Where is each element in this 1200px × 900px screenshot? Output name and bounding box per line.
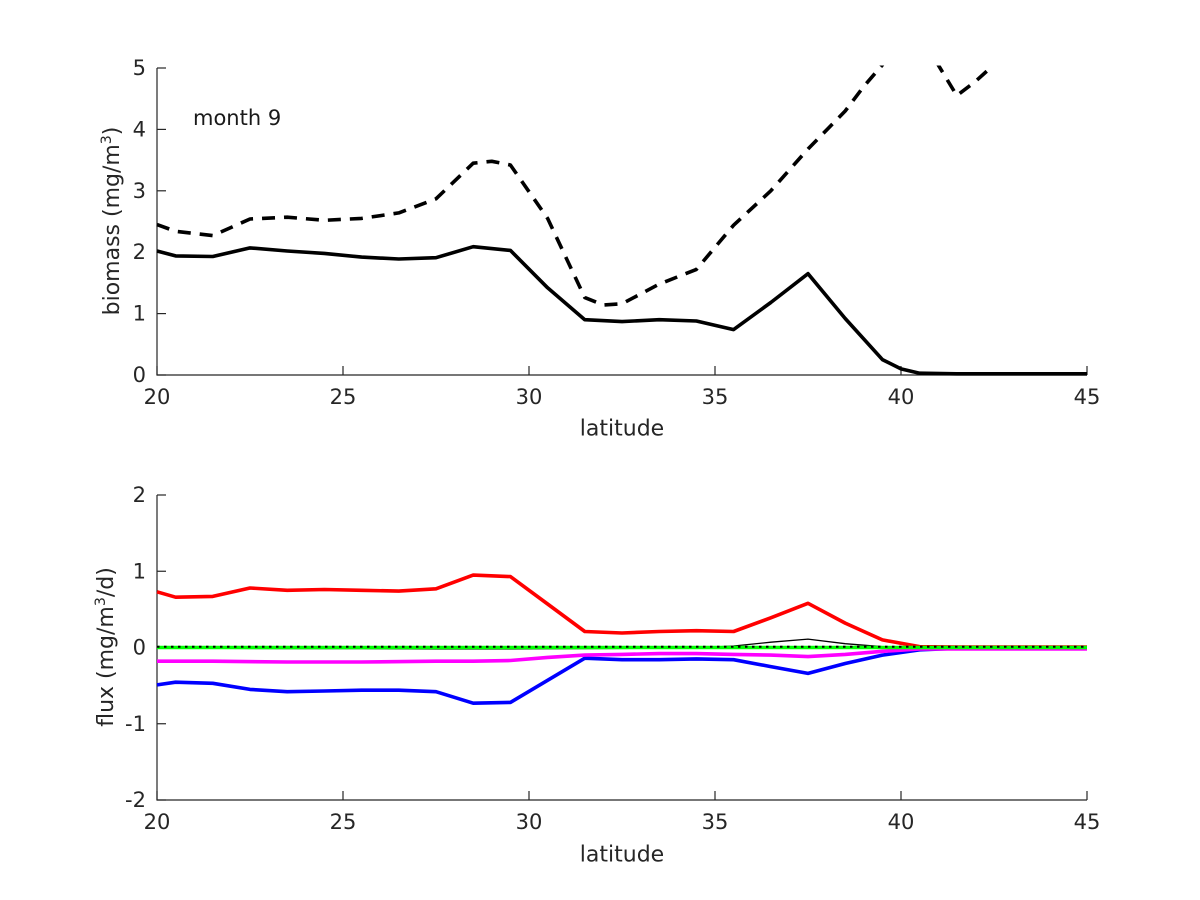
- y-tick-label: 4: [133, 117, 146, 141]
- axes-frame-0: [156, 68, 1087, 376]
- x-tick-label: 45: [1074, 385, 1101, 409]
- y-tick-label: 2: [133, 240, 146, 264]
- flux-y-axis-label: flux (mg/m3/d): [92, 567, 120, 727]
- x-tick-label: 35: [702, 810, 729, 834]
- y-tick-label: 2: [133, 483, 146, 507]
- x-tick-label: 45: [1074, 810, 1101, 834]
- y-tick-label: -1: [125, 712, 146, 736]
- biomass-x-axis-label: latitude: [579, 416, 665, 442]
- x-tick-label: 25: [330, 810, 357, 834]
- y-tick-label: 5: [133, 56, 146, 80]
- x-tick-label: 40: [888, 810, 915, 834]
- x-tick-label: 30: [516, 385, 543, 409]
- flux-x-axis-label: latitude: [579, 842, 665, 868]
- y-tick-label: -2: [125, 788, 146, 812]
- y-tick-label: 0: [133, 363, 146, 387]
- x-tick-label: 35: [702, 385, 729, 409]
- series-magenta-flux: [157, 647, 1087, 664]
- x-tick-label: 30: [516, 810, 543, 834]
- series-dashed-black-biomass: [156, 65, 994, 307]
- series-red-flux: [156, 573, 1087, 649]
- y-tick-label: 3: [133, 179, 146, 203]
- x-tick-label: 25: [330, 385, 357, 409]
- y-tick-label: 0: [133, 636, 146, 660]
- month-annotation: month 9: [193, 106, 282, 130]
- x-tick-label: 20: [144, 385, 171, 409]
- y-tick-label: 1: [133, 559, 146, 583]
- x-tick-label: 20: [144, 810, 171, 834]
- series-blue-flux: [156, 646, 1087, 706]
- series-solid-black-biomass: [156, 244, 1087, 376]
- biomass-y-axis-label: biomass (mg/m3): [98, 126, 126, 316]
- x-tick-label: 40: [888, 385, 915, 409]
- y-tick-label: 1: [133, 302, 146, 326]
